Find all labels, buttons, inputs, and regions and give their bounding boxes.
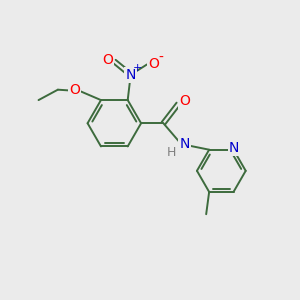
Text: O: O (69, 83, 80, 97)
Text: +: + (133, 63, 142, 73)
Text: N: N (125, 68, 136, 82)
Text: O: O (102, 53, 113, 67)
Text: -: - (158, 51, 163, 65)
Text: H: H (167, 146, 176, 159)
Text: N: N (229, 141, 239, 155)
Text: N: N (180, 137, 190, 151)
Text: O: O (179, 94, 190, 108)
Text: O: O (148, 57, 159, 71)
